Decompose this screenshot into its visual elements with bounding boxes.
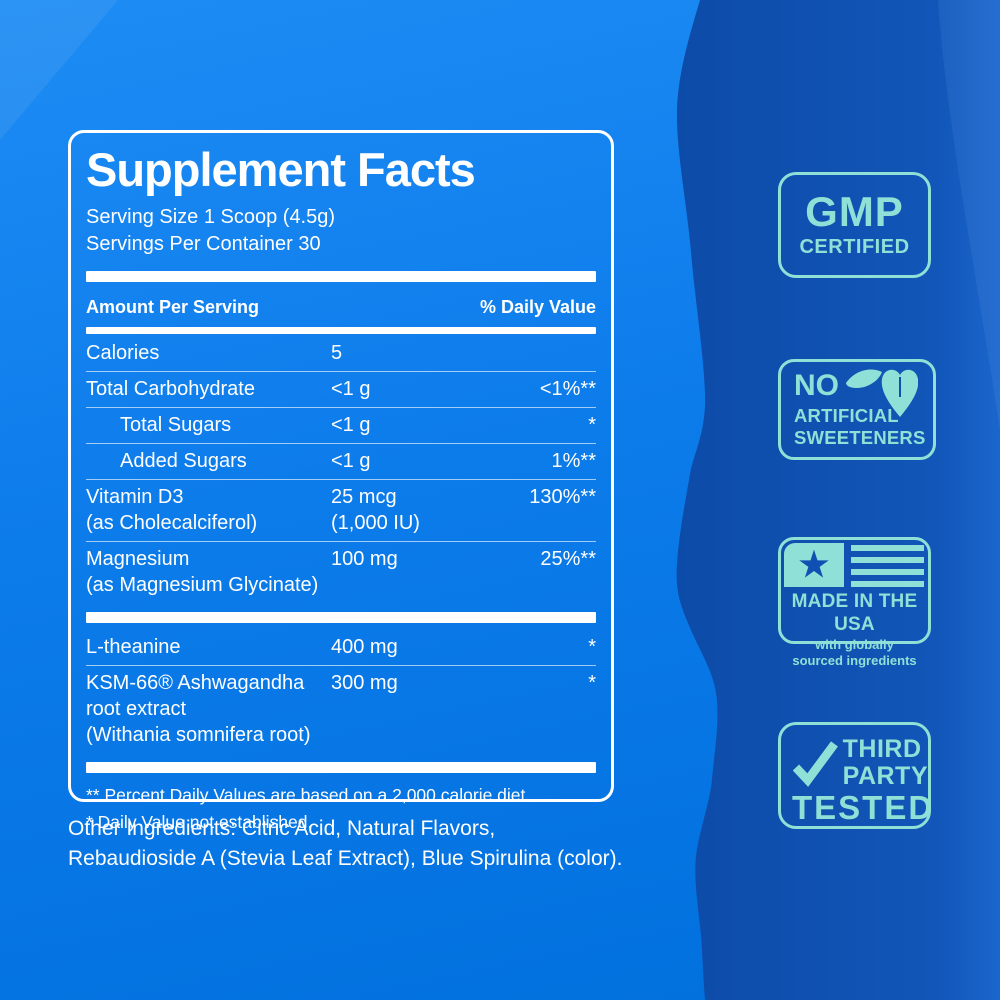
nutrient-row: Vitamin D3 (as Cholecalciferol) 25 mcg (1,0… (86, 480, 596, 542)
nutrient-amount: 100 mg (331, 547, 398, 570)
section-divider-bar (86, 761, 596, 773)
nutrient-daily-value: 25%** (540, 547, 596, 570)
panel-title: Supplement Facts (86, 143, 476, 196)
party-label: PARTY (842, 761, 928, 790)
artificial-label: ARTIFICIAL (794, 405, 899, 426)
nutrient-name: Added Sugars (120, 449, 247, 472)
nutrient-amount: 5 (331, 341, 343, 364)
nutrient-row: Total Sugars <1 g * (86, 408, 596, 444)
no-label: NO (794, 369, 839, 402)
nutrient-name: Total Sugars (120, 413, 232, 436)
dark-blue-wave-shape (676, 0, 1000, 1000)
top-right-light-sliver (938, 0, 1000, 430)
checkmark-icon (792, 741, 838, 787)
nutrient-amount: 300 mg (331, 671, 398, 694)
section-divider-bar (86, 611, 596, 623)
sweeteners-label: SWEETENERS (794, 426, 926, 448)
gmp-title: GMP (805, 188, 904, 235)
made-in-usa-title: MADE IN THE USA (791, 591, 918, 635)
nutrient-daily-value: * (588, 671, 596, 694)
stevia-leaves-icon (846, 369, 918, 417)
nutrient-daily-value: 1%** (551, 449, 596, 472)
flag-stripe (851, 569, 924, 575)
made-in-usa-badge: ★ MADE IN THE USA with globally sourced … (778, 537, 931, 668)
nutrient-row: Added Sugars <1 g 1%** (86, 444, 596, 480)
flag-stripe (851, 545, 924, 551)
other-ingredients-line2: Rebaudioside A (Stevia Leaf Extract), Bl… (68, 846, 623, 870)
star-icon: ★ (798, 546, 830, 584)
other-ingredients: Other Ingredients: Citric Acid, Natural … (68, 814, 648, 874)
nutrient-daily-value: 130%** (529, 485, 596, 508)
made-in-usa-sub2: sourced ingredients (792, 653, 917, 669)
no-artificial-sweeteners-badge: NO ARTIFICIAL SWEETENERS (778, 359, 936, 460)
nutrient-name: Calories (86, 341, 160, 364)
flag-stripe (851, 581, 924, 587)
header-divider-bar (86, 326, 596, 334)
nutrient-name: Vitamin D3 (as Cholecalciferol) (86, 485, 258, 534)
nutrient-daily-value: * (588, 635, 596, 658)
section-divider-bar (86, 270, 596, 282)
nutrient-name: KSM-66® Ashwagandha root extract (Withania… (86, 671, 311, 746)
top-left-light-sliver (0, 0, 118, 140)
nutrient-amount: <1 g (331, 377, 371, 400)
nutrient-row: Total Carbohydrate <1 g <1%** (86, 372, 596, 408)
footnote-not-established: * Daily Value not established. (86, 811, 313, 832)
third-party-top-row: THIRD PARTY (792, 734, 928, 790)
nutrient-row: Calories 5 (86, 336, 596, 372)
nutrient-name: L-theanine (86, 635, 181, 658)
nutrient-name: Magnesium (as Magnesium Glycinate) (86, 547, 319, 596)
nutrient-daily-value: * (588, 413, 596, 436)
gmp-subtitle: CERTIFIED (799, 236, 910, 258)
amount-per-serving-header: Amount Per Serving (86, 296, 260, 317)
nutrient-amount: <1 g (331, 449, 371, 472)
third-party-tested-badge: THIRD PARTY TESTED (778, 722, 935, 829)
nutrient-row: L-theanine 400 mg * (86, 630, 596, 666)
made-in-usa-text: MADE IN THE USA with globally sourced in… (781, 591, 928, 670)
flag-stripe (851, 557, 924, 563)
nutrient-amount: <1 g (331, 413, 371, 436)
footnote-daily-values: ** Percent Daily Values are based on a 2… (86, 784, 531, 805)
supplement-facts-panel: Supplement Facts Serving Size 1 Scoop (4… (68, 130, 614, 832)
nutrient-row: Magnesium (as Magnesium Glycinate) 100 mg 2… (86, 542, 596, 603)
us-flag-icon: ★ (784, 543, 844, 587)
tested-label: TESTED (792, 789, 935, 826)
other-ingredients-line1: Other Ingredients: Citric Acid, Natural … (68, 817, 496, 840)
table-header-row: Amount Per Serving % Daily Value (86, 289, 596, 327)
nutrient-row: KSM-66® Ashwagandha root extract (Withania… (86, 666, 596, 753)
nutrient-name: Total Carbohydrate (86, 377, 255, 400)
nutrient-amount: 25 mcg (1,000 IU) (331, 485, 420, 534)
footnotes: ** Percent Daily Values are based on a 2… (86, 782, 596, 836)
nutrition-rows: Calories 5 Total Carbohydrate <1 g <1%** Tota… (86, 336, 596, 773)
serving-size: Serving Size 1 Scoop (4.5g) (86, 205, 336, 228)
made-in-usa-sub1: with globally (815, 636, 894, 652)
third-party-words: THIRD PARTY (843, 736, 928, 789)
gmp-certified-badge: GMP CERTIFIED (778, 172, 931, 278)
third-label: THIRD (842, 735, 922, 763)
nutrient-daily-value: <1%** (539, 377, 596, 400)
servings-per-container: Servings Per Container 30 (86, 232, 321, 255)
daily-value-header: % Daily Value (479, 296, 596, 317)
no-artificial-top-row: NO (794, 369, 933, 417)
nutrient-amount: 400 mg (331, 635, 398, 658)
